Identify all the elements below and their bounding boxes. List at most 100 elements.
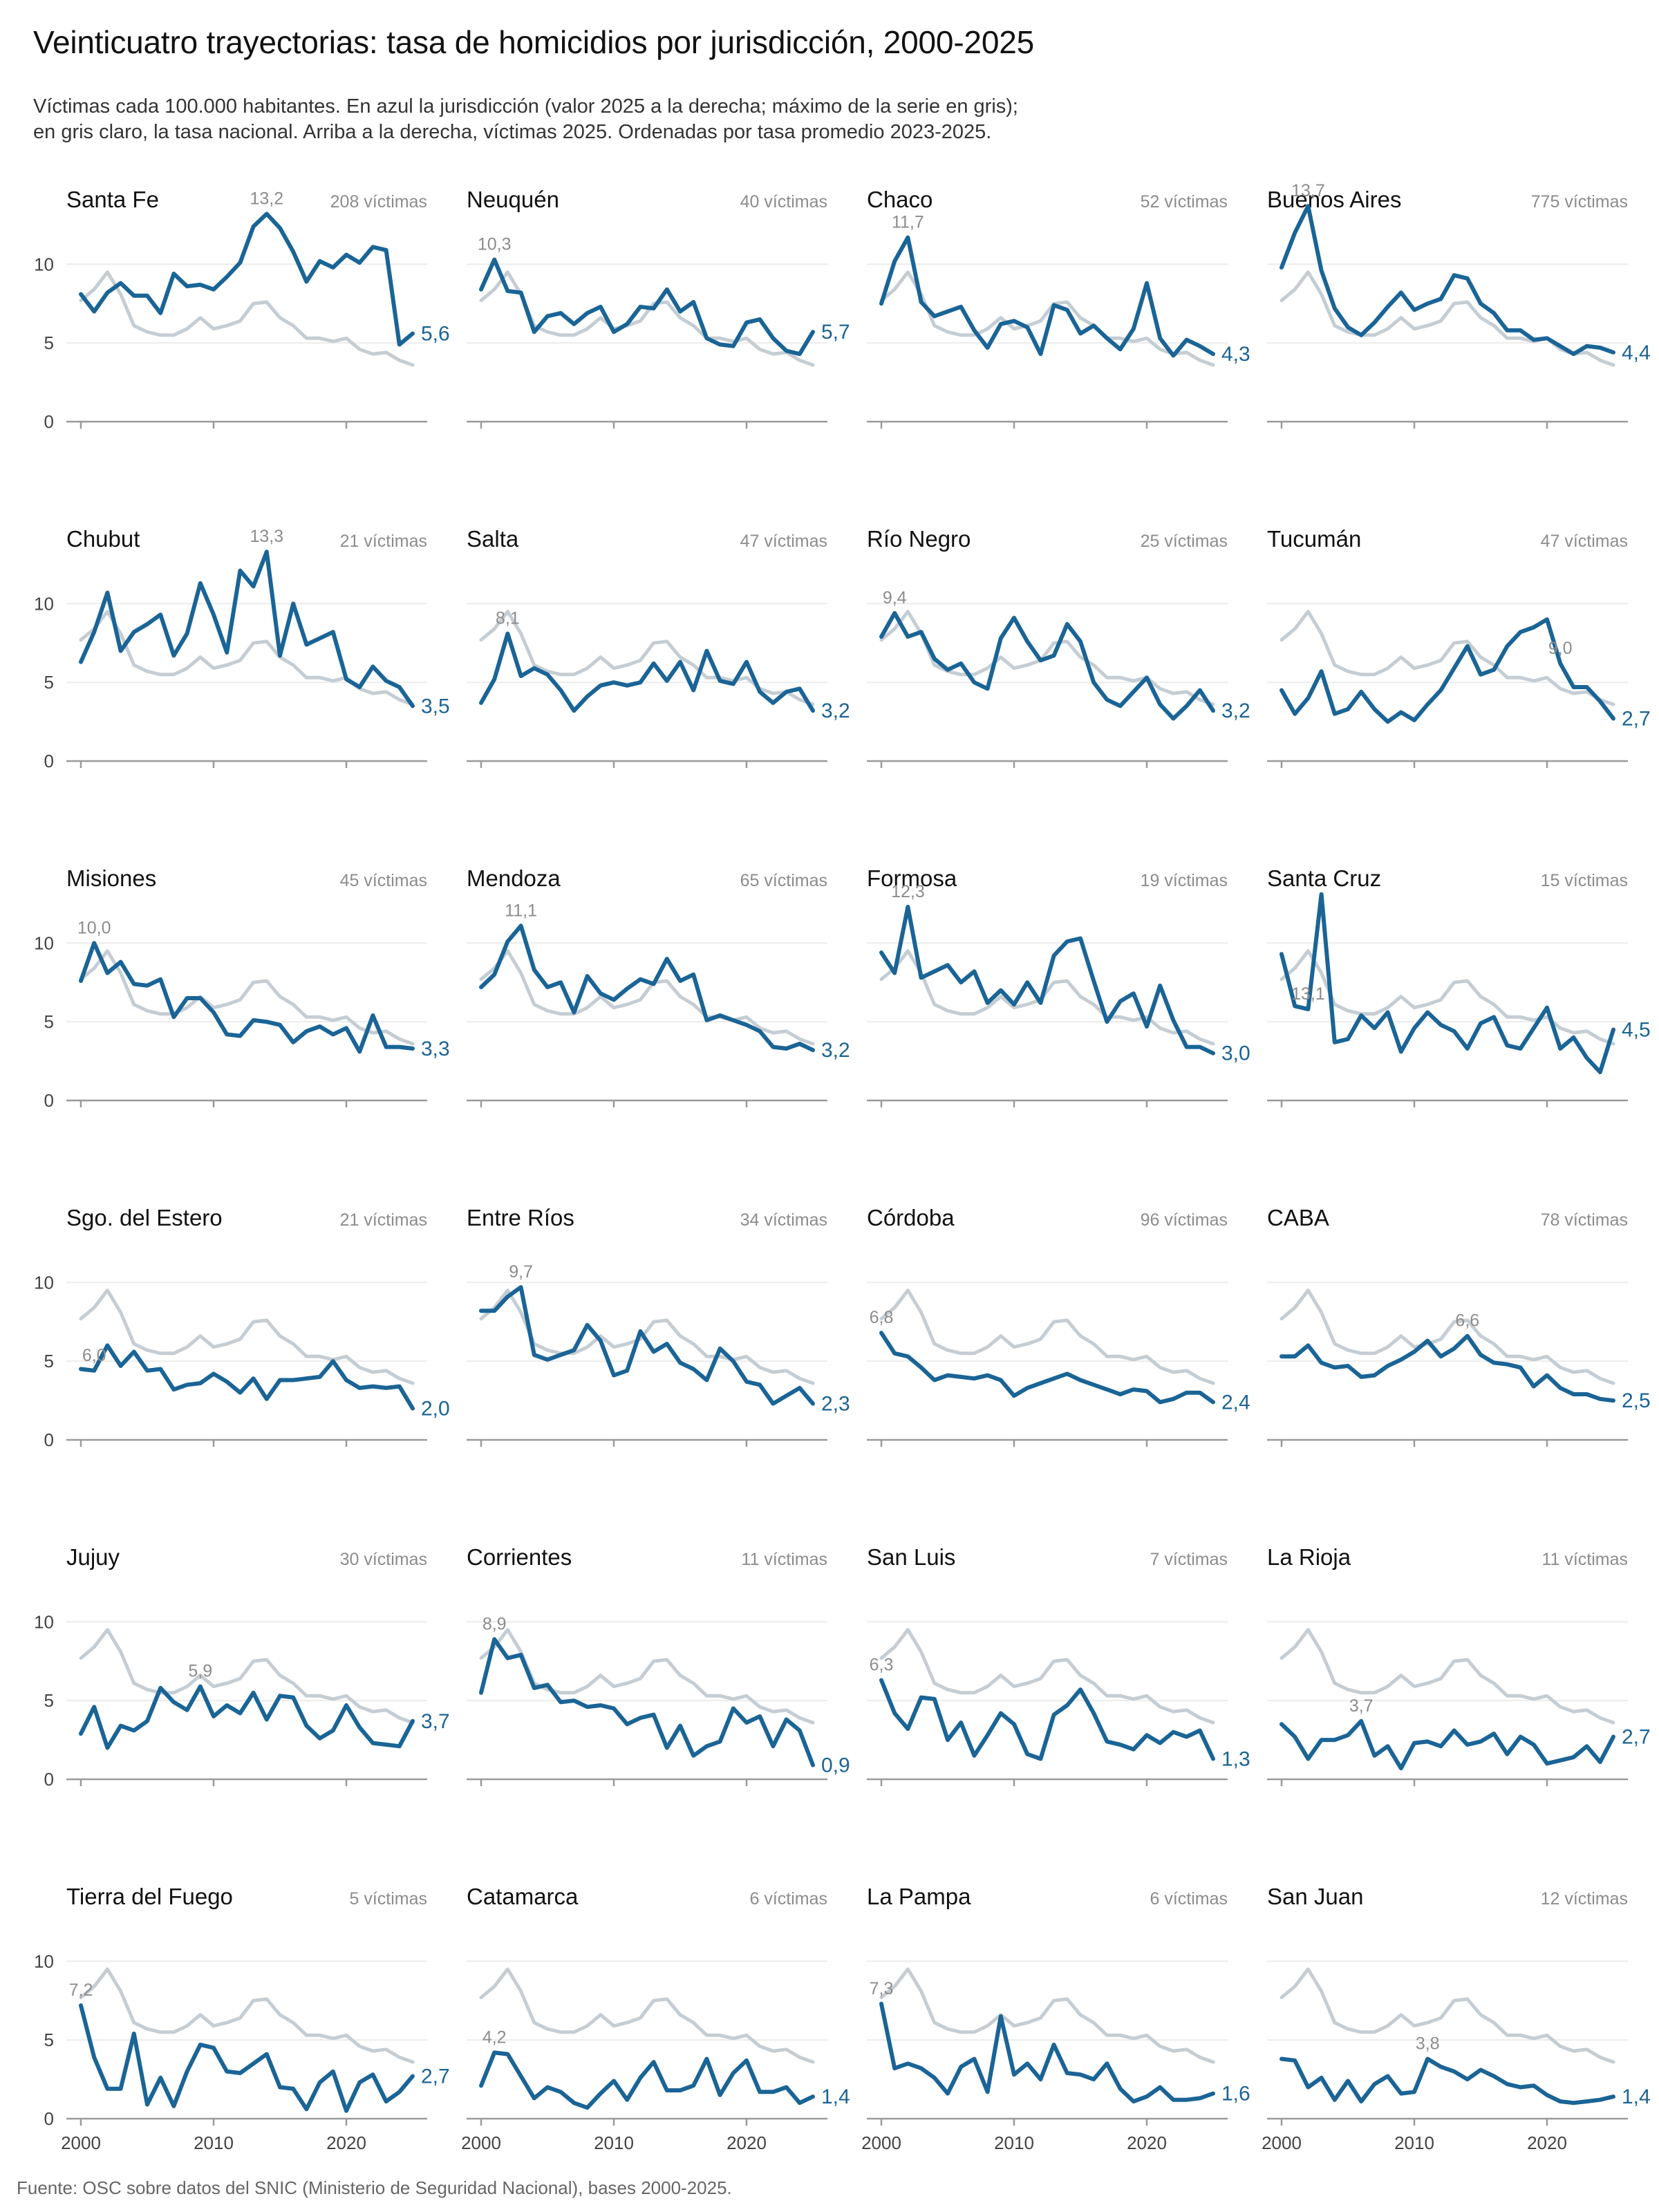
- panel: Entre Ríos 34 víctimas 9,7 2,3: [467, 1205, 850, 1447]
- jurisdiction-rate-line: [1280, 892, 1615, 1074]
- max-value-label: 13,7: [1291, 181, 1325, 200]
- panel-title: Córdoba: [867, 1205, 955, 1230]
- national-rate-line: [879, 610, 1215, 706]
- panel-title: Río Negro: [867, 526, 971, 552]
- last-value-label: 3,2: [821, 700, 850, 722]
- national-rate-line: [879, 1628, 1215, 1725]
- y-tick-label: 0: [44, 411, 54, 432]
- jurisdiction-rate-line: [79, 941, 415, 1054]
- victims-label: 208 víctimas: [330, 192, 427, 212]
- max-value-label: 9,7: [509, 1262, 533, 1282]
- jurisdiction-rate-line: [1280, 617, 1615, 724]
- panel-title: Neuquén: [467, 187, 559, 212]
- max-value-label: 6,0: [82, 1346, 106, 1365]
- jurisdiction-rate-line: [79, 550, 415, 709]
- y-tick-label: 0: [44, 1769, 54, 1790]
- max-value-label: 13,3: [250, 527, 283, 546]
- jurisdiction-rate-line: [479, 1285, 815, 1406]
- panel-title: San Juan: [1267, 1884, 1363, 1909]
- victims-label: 775 víctimas: [1531, 192, 1628, 212]
- x-tick-label: 2020: [1527, 2133, 1567, 2153]
- panel: Formosa 19 víctimas 12,3 3,0: [867, 865, 1250, 1107]
- jurisdiction-rate-line: [1280, 1333, 1615, 1403]
- victims-label: 11 víctimas: [741, 1550, 827, 1569]
- panel-title: CABA: [1267, 1205, 1329, 1230]
- jurisdiction-rate-line: [79, 2003, 415, 2113]
- x-tick-label: 2000: [1262, 2133, 1302, 2153]
- national-rate-line: [1280, 1967, 1615, 2064]
- jurisdiction-rate-line: [479, 1637, 815, 1768]
- x-tick-label: 2020: [727, 2133, 767, 2153]
- panel: San Luis 7 víctimas 6,3 1,3: [867, 1544, 1250, 1786]
- national-rate-line: [1280, 949, 1615, 1046]
- national-rate-line: [1280, 270, 1615, 367]
- last-value-label: 1,4: [821, 2086, 850, 2108]
- max-value-label: 11,7: [892, 213, 924, 232]
- national-rate-line: [79, 949, 415, 1046]
- victims-label: 25 víctimas: [1141, 532, 1228, 551]
- max-value-label: 9,4: [883, 588, 907, 608]
- max-value-label: 6,8: [870, 1308, 894, 1327]
- victims-label: 34 víctimas: [740, 1210, 827, 1230]
- national-rate-line: [879, 1288, 1215, 1385]
- panel: Corrientes 11 víctimas 8,9 0,9: [467, 1544, 850, 1786]
- last-value-label: 2,0: [421, 1397, 450, 1420]
- jurisdiction-rate-line: [79, 212, 415, 347]
- victims-label: 7 víctimas: [1150, 1550, 1228, 1569]
- national-rate-line: [79, 1288, 415, 1385]
- chart-title: Veinticuatro trayectorias: tasa de homic…: [33, 24, 1034, 60]
- panel: La Rioja 11 víctimas 3,7 2,7: [1267, 1544, 1651, 1786]
- jurisdiction-rate-line: [1280, 2056, 1615, 2106]
- y-tick-label: 5: [44, 332, 54, 353]
- last-value-label: 5,7: [821, 321, 850, 344]
- last-value-label: 3,2: [821, 1039, 850, 1062]
- panel-title: Jujuy: [66, 1544, 120, 1570]
- last-value-label: 3,0: [1221, 1042, 1250, 1065]
- last-value-label: 2,7: [1622, 1726, 1651, 1749]
- victims-label: 40 víctimas: [740, 192, 827, 212]
- panel: La Pampa 6 víctimas 2000 2010 2020 7,3 1,6: [861, 1884, 1250, 2153]
- panel: Buenos Aires 775 víctimas 13,7 4,4: [1267, 181, 1651, 429]
- national-rate-line: [879, 949, 1215, 1046]
- max-value-label: 10,3: [478, 234, 512, 254]
- national-rate-line: [479, 610, 815, 706]
- panel: Neuquén 40 víctimas 10,3 5,7: [467, 187, 850, 429]
- y-tick-label: 10: [34, 254, 54, 274]
- jurisdiction-rate-line: [1280, 204, 1615, 357]
- y-tick-label: 5: [44, 1351, 54, 1371]
- x-tick-label: 2010: [1394, 2133, 1434, 2153]
- jurisdiction-rate-line: [479, 257, 815, 357]
- y-tick-label: 5: [44, 1011, 54, 1032]
- jurisdiction-rate-line: [879, 611, 1215, 721]
- y-tick-label: 0: [44, 751, 54, 771]
- x-tick-label: 2000: [861, 2133, 901, 2153]
- panel: San Juan 12 víctimas 2000 2010 2020 3,8 1,4: [1262, 1884, 1651, 2153]
- last-value-label: 2,7: [421, 2065, 450, 2088]
- national-rate-line: [879, 1967, 1215, 2064]
- last-value-label: 3,2: [1221, 700, 1250, 722]
- panel: CABA 78 víctimas 6,6 2,5: [1267, 1205, 1651, 1447]
- y-tick-label: 0: [44, 1430, 54, 1450]
- national-rate-line: [79, 270, 415, 367]
- victims-label: 12 víctimas: [1541, 1889, 1628, 1909]
- x-tick-label: 2010: [194, 2133, 234, 2153]
- victims-label: 19 víctimas: [1141, 871, 1228, 890]
- panel-title: Misiones: [66, 865, 156, 891]
- victims-label: 52 víctimas: [1141, 192, 1228, 212]
- max-value-label: 5,9: [188, 1662, 212, 1681]
- national-rate-line: [479, 1967, 815, 2064]
- victims-label: 15 víctimas: [1541, 871, 1628, 890]
- victims-label: 45 víctimas: [340, 871, 427, 890]
- victims-label: 47 víctimas: [740, 532, 827, 551]
- jurisdiction-rate-line: [479, 2050, 815, 2110]
- last-value-label: 2,5: [1622, 1389, 1651, 1412]
- max-value-label: 13,1: [1291, 984, 1325, 1004]
- national-rate-line: [79, 610, 415, 706]
- last-value-label: 1,6: [1221, 2083, 1250, 2106]
- x-tick-label: 2000: [61, 2133, 101, 2153]
- max-value-label: 10,0: [77, 918, 111, 937]
- max-value-label: 7,2: [69, 1980, 93, 2000]
- x-tick-label: 2000: [461, 2133, 501, 2153]
- victims-label: 96 víctimas: [1141, 1210, 1228, 1230]
- source-note: Fuente: OSC sobre datos del SNIC (Minist…: [17, 2177, 732, 2198]
